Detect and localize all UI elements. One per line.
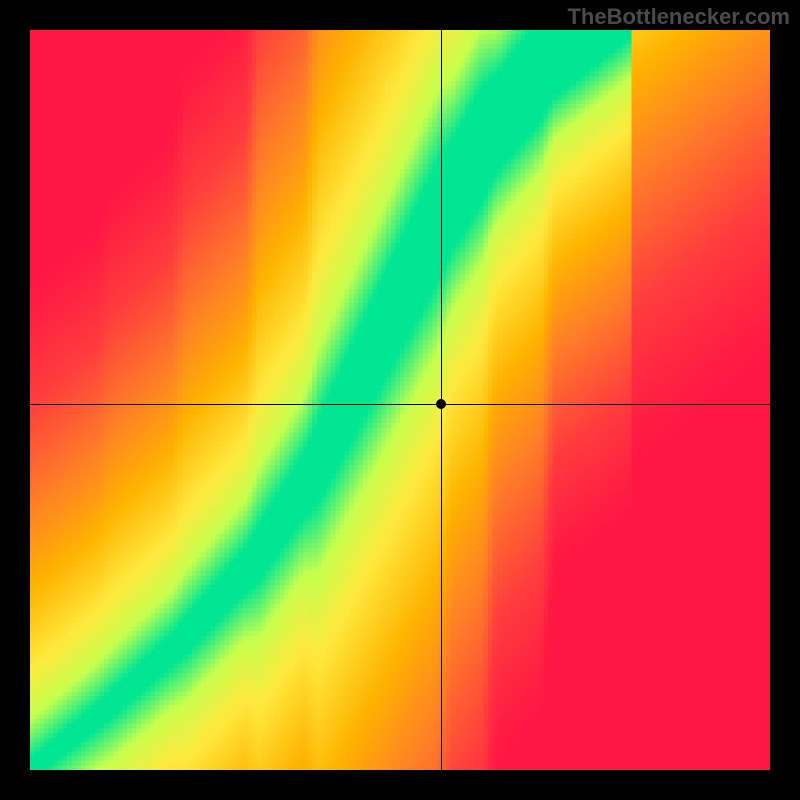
crosshair-horizontal bbox=[30, 404, 770, 405]
chart-container: { "watermark": { "text": "TheBottlenecke… bbox=[0, 0, 800, 800]
bottleneck-heatmap bbox=[30, 30, 770, 770]
crosshair-marker bbox=[436, 399, 446, 409]
watermark-text: TheBottlenecker.com bbox=[567, 4, 790, 30]
